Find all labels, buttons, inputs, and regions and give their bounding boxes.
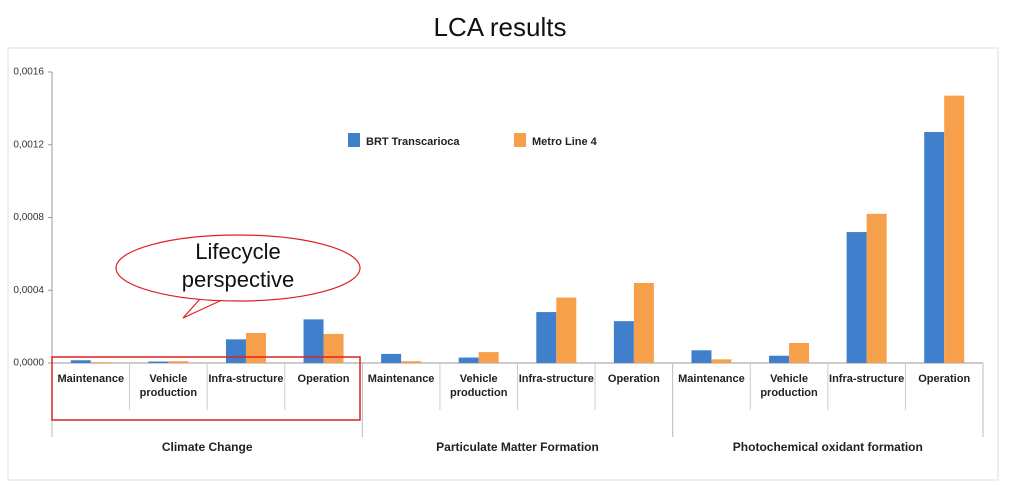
y-tick-label: 0,0012 (13, 139, 44, 150)
x-tick-label: Vehicle production (139, 373, 198, 399)
group-label: Climate Change (161, 440, 253, 454)
x-tick-label: Maintenance (367, 373, 435, 385)
x-tick-label: Infra-structure (518, 373, 594, 385)
legend-label: Metro Line 4 (532, 136, 598, 148)
x-tick-label: Operation (297, 373, 350, 385)
legend-label: BRT Transcarioca (366, 136, 460, 148)
bar (458, 357, 479, 363)
bar (401, 361, 422, 363)
x-tick-label: Maintenance (678, 373, 745, 385)
bar (245, 332, 266, 363)
bar (381, 353, 402, 363)
bar (148, 361, 169, 363)
y-tick-label: 0,0016 (13, 67, 44, 78)
group-label: Photochemical oxidant formation (732, 440, 923, 454)
bar (168, 361, 189, 363)
x-tick-label: Vehicle production (760, 373, 818, 399)
callout-text: Lifecycle perspective (181, 239, 295, 292)
bar (556, 297, 577, 363)
x-tick-label: Infra-structure (829, 373, 905, 385)
callout-bubble (182, 298, 223, 319)
y-tick-label: 0,0004 (13, 285, 44, 296)
x-tick-label: Operation (607, 373, 660, 385)
bar (769, 355, 790, 363)
bar (789, 342, 810, 363)
y-tick-label: 0,0008 (13, 212, 44, 223)
bar (924, 132, 945, 363)
bar (633, 282, 654, 363)
y-tick-label: 0,0000 (13, 358, 44, 369)
bar (866, 213, 887, 363)
bar (944, 95, 965, 364)
bar (613, 321, 634, 363)
bar (70, 360, 91, 363)
group-label: Particulate Matter Formation (436, 440, 599, 454)
bar (536, 312, 557, 363)
callout-tail-cover (200, 297, 222, 300)
x-tick-label: Infra-structure (208, 373, 284, 385)
x-tick-label: Vehicle production (449, 373, 508, 399)
callout-bubble (115, 234, 361, 302)
bar (90, 362, 111, 363)
x-tick-label: Operation (918, 373, 971, 385)
bar (303, 319, 324, 363)
bar (225, 339, 246, 363)
bar (846, 232, 867, 363)
x-tick-label: Maintenance (57, 373, 125, 385)
legend-swatch (514, 133, 526, 147)
highlight-box (51, 356, 361, 421)
bar (711, 359, 732, 363)
bar (323, 333, 344, 363)
chart-title: LCA results (434, 12, 567, 42)
legend-swatch (348, 133, 360, 147)
bar (478, 352, 499, 363)
bar (691, 350, 712, 363)
